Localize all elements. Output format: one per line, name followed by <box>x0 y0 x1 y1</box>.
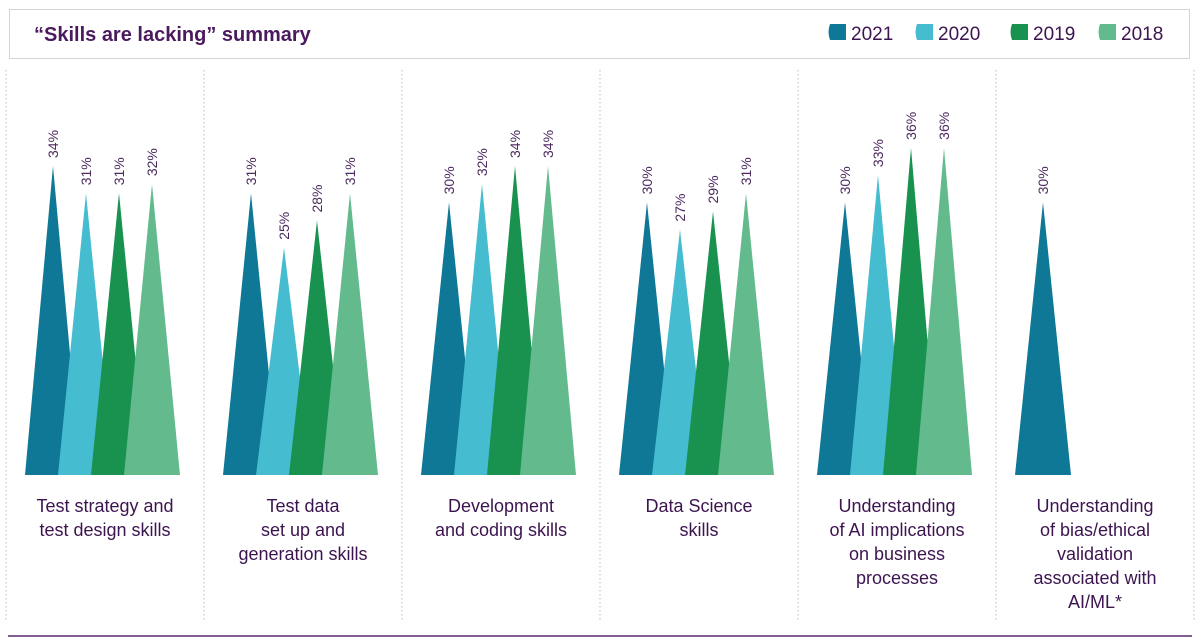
data-label: 32% <box>474 148 490 176</box>
category-label: of bias/ethical <box>1040 520 1150 540</box>
legend-swatch-2021 <box>828 24 846 40</box>
header-box <box>9 9 1190 59</box>
category-label: AI/ML* <box>1068 592 1122 612</box>
legend-label-2020: 2020 <box>938 24 980 45</box>
data-label: 30% <box>837 166 853 194</box>
chart-title: “Skills are lacking” summary <box>34 24 312 46</box>
category-label: generation skills <box>238 544 367 564</box>
data-label: 31% <box>78 157 94 185</box>
category-label: Test data <box>266 496 340 516</box>
category-label: Data Science <box>645 496 752 516</box>
data-label: 31% <box>738 157 754 185</box>
category-label: validation <box>1057 544 1133 564</box>
bar-1-2018 <box>322 193 378 475</box>
data-label: 30% <box>441 166 457 194</box>
category-label: Understanding <box>838 496 955 516</box>
legend-label-2019: 2019 <box>1033 24 1075 45</box>
data-label: 28% <box>309 184 325 212</box>
data-label: 32% <box>144 148 160 176</box>
data-label: 34% <box>507 130 523 158</box>
data-label: 30% <box>1035 166 1051 194</box>
bar-0-2018 <box>124 184 180 476</box>
data-label: 27% <box>672 194 688 222</box>
legend-swatch-2018 <box>1098 24 1116 40</box>
category-label: associated with <box>1033 568 1156 588</box>
data-label: 34% <box>540 130 556 158</box>
category-label: Understanding <box>1036 496 1153 516</box>
category-label: and coding skills <box>435 520 567 540</box>
category-label: processes <box>856 568 938 588</box>
category-label: on business <box>849 544 945 564</box>
bar-3-2018 <box>718 193 774 475</box>
data-label: 31% <box>243 157 259 185</box>
category-label: of AI implications <box>829 520 964 540</box>
data-label: 34% <box>45 130 61 158</box>
data-label: 36% <box>936 112 952 140</box>
legend-label-2018: 2018 <box>1121 24 1163 45</box>
bar-2-2018 <box>520 166 576 475</box>
data-label: 31% <box>342 157 358 185</box>
bar-4-2018 <box>916 147 972 475</box>
data-label: 29% <box>705 175 721 203</box>
category-label: test design skills <box>39 520 170 540</box>
bar-5-2021 <box>1015 202 1071 475</box>
legend-swatch-2020 <box>915 24 933 40</box>
data-label: 33% <box>870 139 886 167</box>
data-label: 25% <box>276 212 292 240</box>
category-label: Test strategy and <box>36 496 173 516</box>
category-label: skills <box>680 520 719 540</box>
category-label: set up and <box>261 520 345 540</box>
data-label: 36% <box>903 112 919 140</box>
data-label: 31% <box>111 157 127 185</box>
legend-swatch-2019 <box>1010 24 1028 40</box>
data-label: 30% <box>639 166 655 194</box>
category-label: Development <box>448 496 554 516</box>
legend-label-2021: 2021 <box>851 24 893 45</box>
